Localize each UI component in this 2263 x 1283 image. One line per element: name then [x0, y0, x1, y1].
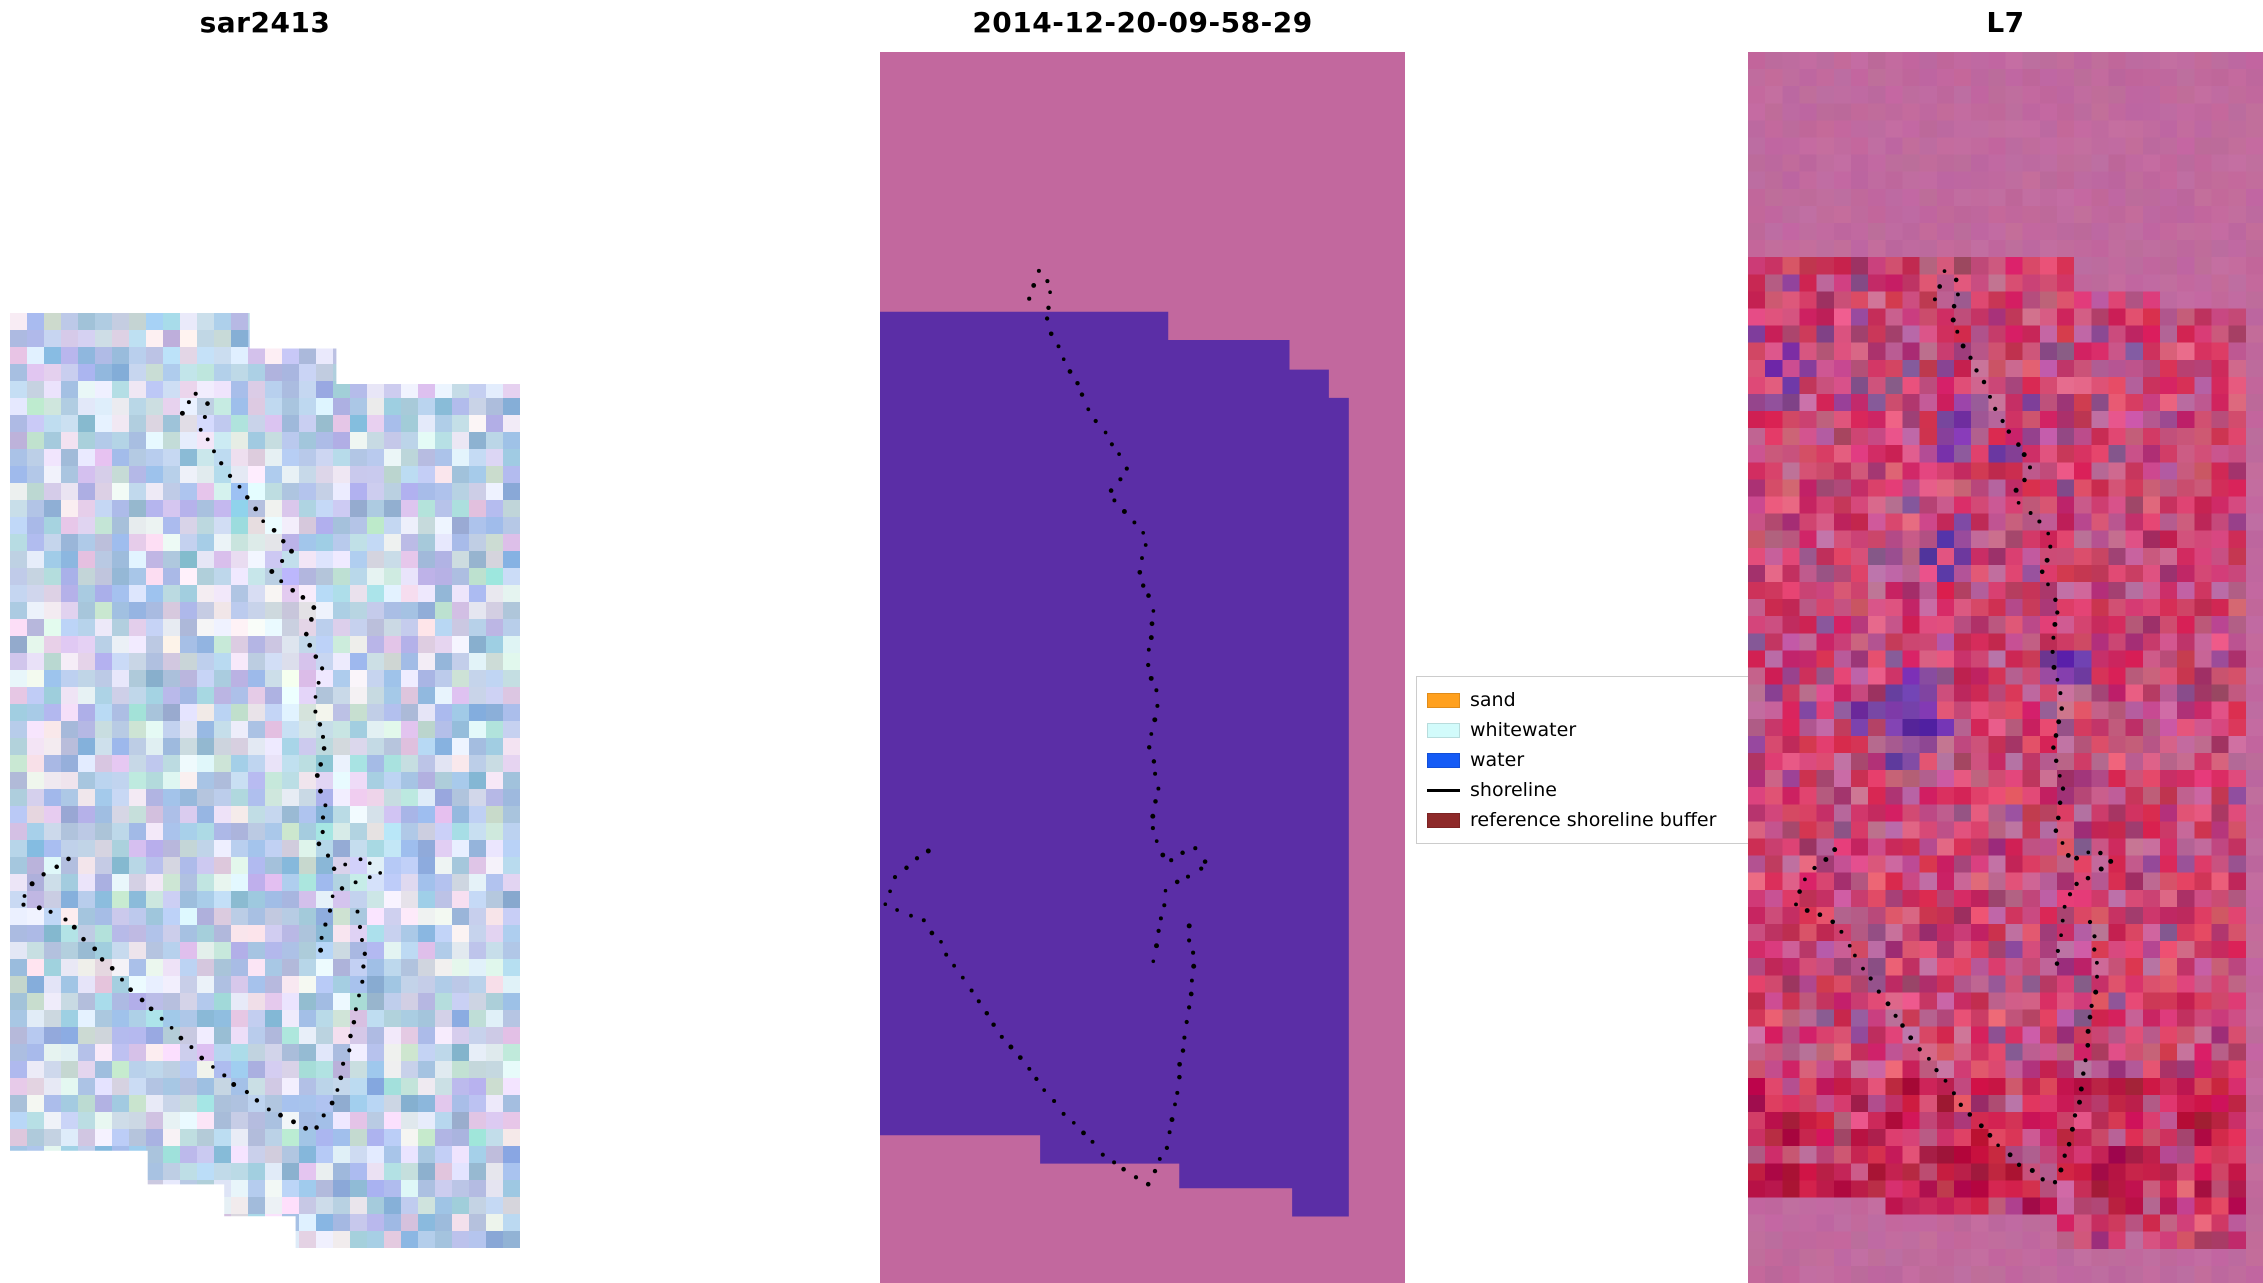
legend-item-shoreline: shoreline [1427, 775, 1753, 805]
water-mask-svg [880, 311, 1349, 1217]
legend-item-reference-shoreline-buffer: reference shoreline buffer [1427, 805, 1753, 835]
l7-shoreline-dots-overlay [1794, 269, 2114, 1185]
legend-color-swatch [1427, 812, 1460, 828]
water-mask-polygon [880, 311, 1349, 1217]
sar-image-panel [10, 313, 520, 1248]
l7-image-canvas [1748, 52, 2263, 1283]
classified-image-panel [880, 52, 1405, 1283]
legend-color-swatch [1427, 722, 1460, 738]
legend-label: sand [1470, 689, 1516, 711]
l7-image-panel [1748, 52, 2263, 1283]
legend: sand whitewater water shoreline reference sh… [1416, 676, 1764, 844]
classified-panel-title: 2014-12-20-09-58-29 [972, 6, 1313, 39]
legend-color-swatch [1427, 752, 1460, 768]
sar-image-canvas [10, 313, 520, 1248]
legend-color-swatch [1427, 692, 1460, 708]
l7-panel-title: L7 [1986, 6, 2025, 39]
legend-label: shoreline [1470, 779, 1557, 801]
sar-panel-title: sar2413 [199, 6, 331, 39]
shoreline-line-swatch [1427, 788, 1460, 792]
legend-label: whitewater [1470, 719, 1577, 741]
sar-shoreline-dots-overlay [21, 391, 383, 1131]
legend-item-sand: sand [1427, 685, 1753, 715]
legend-label: reference shoreline buffer [1470, 809, 1717, 831]
legend-label: water [1470, 749, 1525, 771]
classified-shoreline-dots-overlay [883, 268, 1208, 1187]
legend-item-whitewater: whitewater [1427, 715, 1753, 745]
legend-item-water: water [1427, 745, 1753, 775]
